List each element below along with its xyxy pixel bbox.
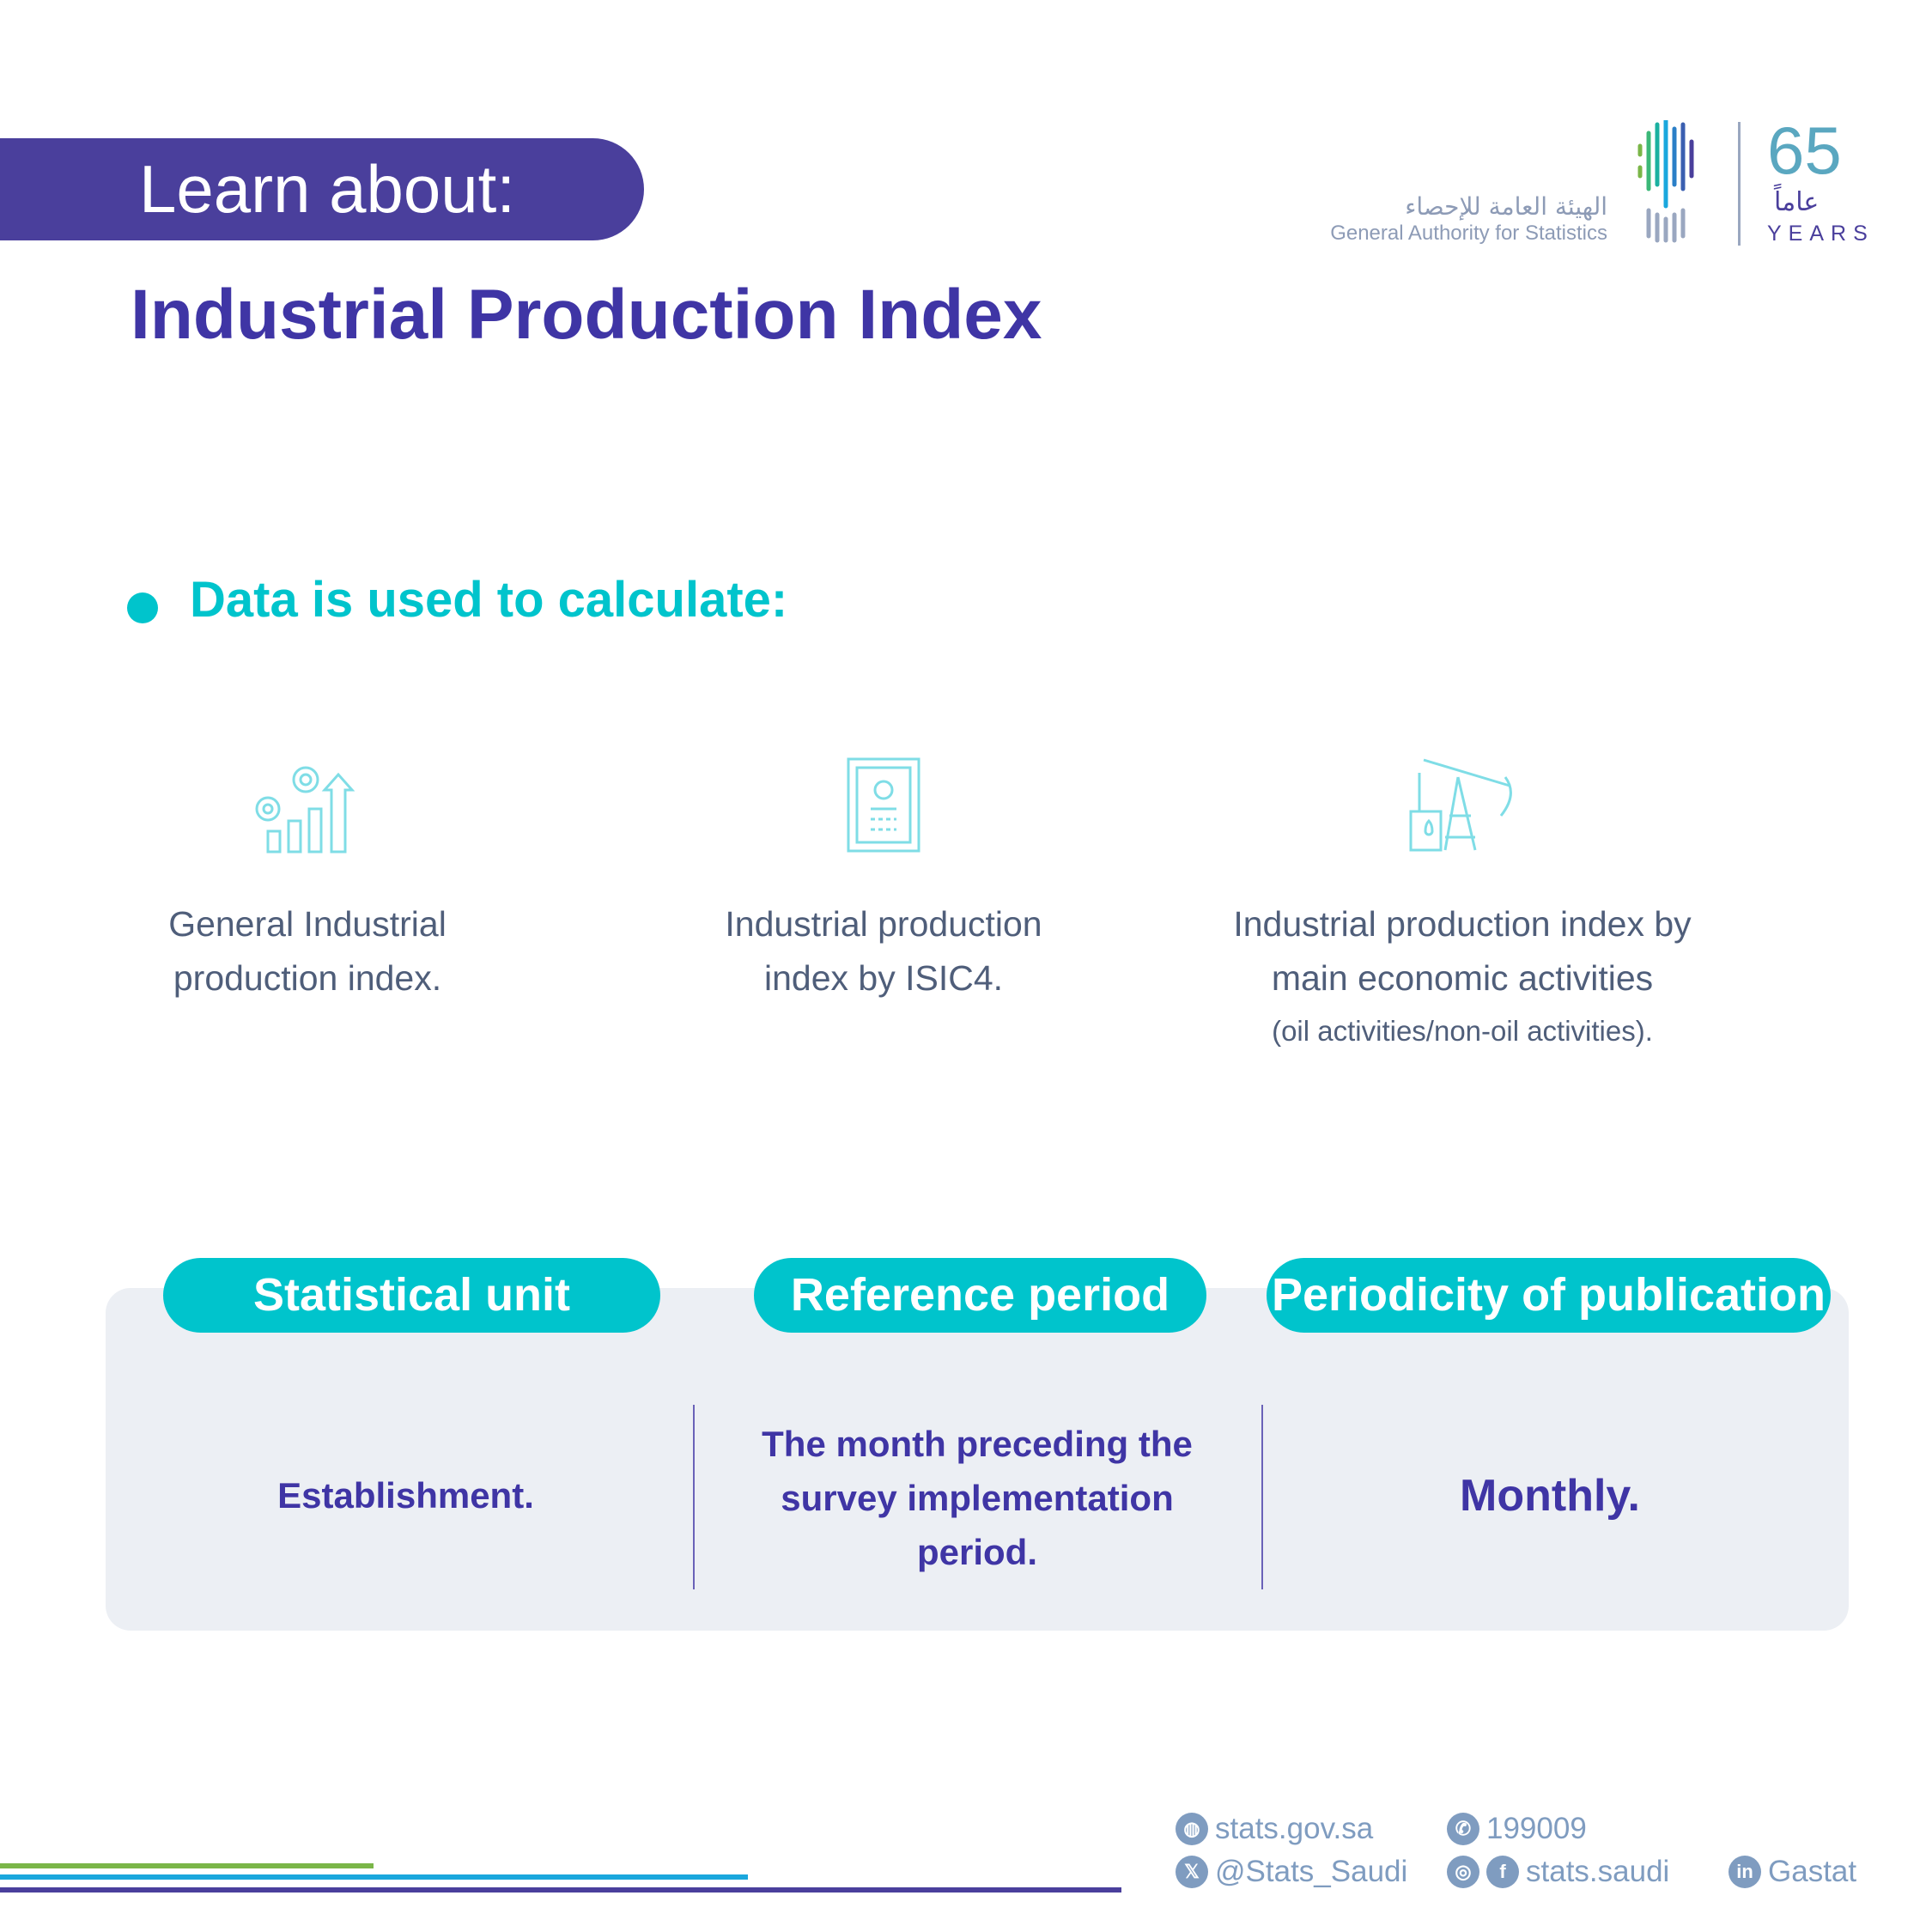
bullet-icon [127,592,158,623]
item-text: Industrial production [725,904,1042,944]
logo-65: 65 [1767,112,1842,188]
header-statistical-unit: Statistical unit [163,1258,660,1333]
globe-icon: ◍ [1176,1813,1208,1845]
section-heading: Data is used to calculate: [190,572,788,628]
item-text: index by ISIC4. [763,958,1004,998]
info-panel [106,1288,1849,1631]
value-reference-period: The month preceding the survey implement… [713,1417,1242,1579]
item-text: main economic activities [1271,958,1654,998]
footer-social[interactable]: ◎ f stats.saudi [1447,1855,1669,1889]
instagram-icon: ◎ [1447,1856,1479,1888]
header-periodicity: Periodicity of publication [1267,1258,1831,1333]
value-line: period. [916,1532,1037,1572]
linkedin-icon: in [1728,1856,1761,1888]
logo-english-text: General Authority for Statistics [1330,222,1607,245]
oil-pump-icon [1409,758,1512,852]
item-text: General Industrial [168,904,447,944]
footer-phone[interactable]: ✆ 199009 [1447,1812,1587,1846]
phone-icon: ✆ [1447,1813,1479,1845]
x-icon: 𝕏 [1176,1856,1208,1888]
item-general-index: General Industrial production index. [33,756,582,1005]
gastat-logo: الهيئة العامة للإحصاء General Authority … [1330,112,1874,249]
linkedin-text: Gastat [1768,1855,1857,1888]
item-text: production index. [173,958,442,998]
facebook-icon: f [1486,1856,1519,1888]
gears-chart-icon [255,766,355,854]
column-divider [1261,1405,1263,1589]
phone-text: 199009 [1486,1812,1587,1845]
decor-line-purple [0,1887,1121,1893]
learn-about-banner: Learn about: [0,138,644,240]
header-reference-period: Reference period [754,1258,1206,1333]
value-line: The month preceding the [762,1424,1193,1464]
value-periodicity: Monthly. [1460,1471,1640,1521]
item-isic4: Industrial production index by ISIC4. [609,756,1158,1005]
item-note: (oil activities/non-oil activities). [1272,1015,1653,1047]
value-line: survey implementation [781,1478,1174,1518]
value-statistical-unit: Establishment. [277,1475,534,1516]
social-text: stats.saudi [1526,1855,1670,1888]
website-text: stats.gov.sa [1215,1812,1374,1845]
footer-website[interactable]: ◍ stats.gov.sa [1176,1812,1373,1846]
logo-arabic-text: الهيئة العامة للإحصاء [1405,192,1607,221]
document-gear-icon [847,757,920,853]
item-economic-activities: Industrial production index by main econ… [1188,756,1737,1057]
footer-twitter[interactable]: 𝕏 @Stats_Saudi [1176,1855,1407,1889]
footer-linkedin[interactable]: in Gastat [1728,1855,1856,1889]
logo-years-arabic: عاماً [1774,187,1820,217]
item-text: Industrial production index by [1233,904,1692,944]
learn-about-label: Learn about: [139,151,516,227]
logo-years: YEARS [1767,222,1874,246]
decor-line-blue [0,1874,748,1880]
page-title: Industrial Production Index [131,276,1042,354]
decor-line-green [0,1863,374,1868]
twitter-text: @Stats_Saudi [1215,1855,1408,1888]
logo-emblem-icon [1637,120,1694,243]
column-divider [693,1405,695,1589]
logo-divider [1738,122,1741,246]
